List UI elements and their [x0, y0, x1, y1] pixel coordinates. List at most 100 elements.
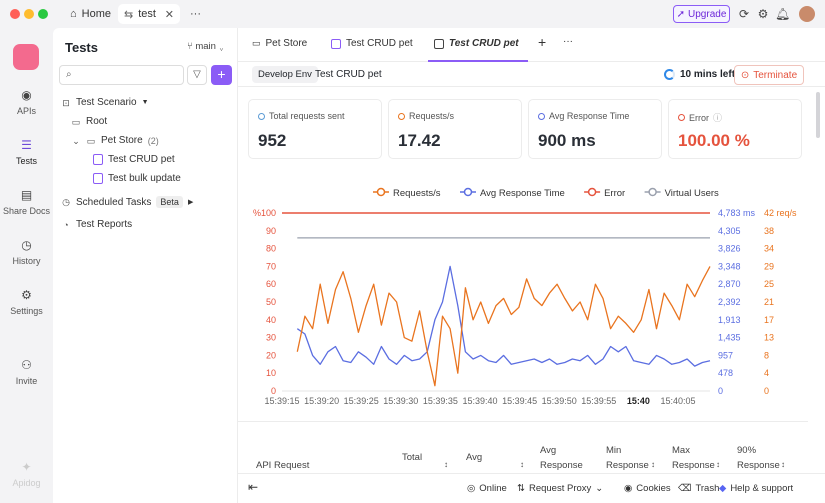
project-tab-label: test [138, 8, 156, 20]
nav-history[interactable]: ◷ History [12, 238, 41, 266]
more-tabs-button[interactable]: ··· [563, 36, 573, 47]
tab-bar: ▭ Pet Store Test CRUD pet Test CRUD pet … [238, 28, 825, 62]
active-tab-indicator [428, 60, 528, 62]
rps-axis-tick: 21 [764, 297, 774, 307]
more-icon: ··· [190, 8, 201, 20]
help-support-button[interactable]: ◆ Help & support [719, 483, 794, 494]
col-avg[interactable]: Avg [466, 452, 483, 463]
close-window-button[interactable] [10, 9, 20, 19]
collapse-sidebar-icon[interactable]: ⇤ [248, 480, 259, 494]
avatar[interactable] [799, 6, 815, 22]
invite-icon: ⚇ [21, 358, 32, 372]
rps-axis-tick: 42 req/s [764, 208, 797, 218]
upgrade-label: Upgrade [688, 8, 727, 20]
stat-value: 17.42 [398, 131, 441, 150]
tree-item-test-crud[interactable]: Test CRUD pet [93, 154, 175, 165]
sort-icon[interactable]: ↕ [651, 460, 655, 469]
col-avg-response[interactable]: Avg [540, 445, 557, 456]
maximize-window-button[interactable] [38, 9, 48, 19]
folder-icon: ▭ [71, 116, 81, 127]
tree-folder-pet-store[interactable]: ⌄ ▭ Pet Store (2) [72, 135, 159, 146]
tests-icon: ☰ [21, 138, 32, 152]
search-input[interactable]: ⌕ [59, 65, 184, 85]
ms-axis-tick: 478 [718, 368, 733, 378]
stat-card-avg-response: Avg Response Time 900 ms [528, 99, 662, 159]
left-axis-tick: 100 [261, 208, 276, 218]
help-icon: ◆ [719, 483, 727, 494]
filter-button[interactable]: ▽ [187, 65, 207, 85]
results-table-header: API Request Total ↕ Avg ↕ Avg Response M… [238, 421, 808, 473]
col-90-response[interactable]: 90% [737, 445, 757, 456]
project-tab[interactable]: ⇆ test ✕ [118, 4, 180, 24]
rps-axis-tick: 8 [764, 350, 769, 360]
sort-icon[interactable]: ↕ [716, 460, 720, 469]
load-test-chart: Requests/s Avg Response Time Error Virtual … [238, 178, 825, 418]
request-proxy-button[interactable]: ⇅ Request Proxy ⌄ [517, 483, 604, 494]
left-axis-unit: % [253, 208, 261, 218]
beta-badge: Beta [156, 196, 183, 208]
rps-axis-tick: 13 [764, 333, 774, 343]
report-icon: ◔ [63, 219, 69, 230]
status-bar: ⇤ ◎ Online ⇅ Request Proxy ⌄ ◉ Cookies ⌫… [238, 473, 825, 503]
minimize-window-button[interactable] [24, 9, 34, 19]
nav-apis[interactable]: ◉ APIs [16, 88, 36, 116]
sort-icon[interactable]: ↕ [781, 460, 785, 469]
ms-axis-tick: 2,392 [718, 297, 741, 307]
series-requests-line [296, 266, 711, 387]
upgrade-button[interactable]: ➚ Upgrade [673, 5, 730, 23]
more-tabs-button[interactable]: ··· [184, 4, 207, 24]
scenario-icon: ⊡ [62, 97, 70, 108]
sidebar-title: Tests [65, 40, 98, 55]
sync-icon[interactable]: ⟳ [738, 7, 750, 21]
tree-root[interactable]: ▭ Root [71, 116, 108, 127]
project-logo-icon[interactable] [13, 44, 39, 70]
sort-icon[interactable]: ↕ [444, 460, 448, 469]
tree-test-scenario[interactable]: ⊡ Test Scenario ▼ [62, 97, 149, 108]
x-axis-tick: 15:40:05 [660, 396, 695, 406]
col-min-response[interactable]: Min [606, 445, 622, 456]
x-axis-tick: 15:39:50 [542, 396, 577, 406]
col-max-response[interactable]: Max [672, 445, 690, 456]
ms-axis-tick: 3,826 [718, 244, 741, 254]
left-axis-tick: 80 [266, 244, 276, 254]
online-status[interactable]: ◎ Online [467, 483, 507, 494]
tab-test-crud-active[interactable]: Test CRUD pet [434, 38, 519, 49]
col-api-request[interactable]: API Request [256, 460, 310, 471]
trash-button[interactable]: ⌫ Trash [678, 483, 720, 494]
scrollbar[interactable] [816, 92, 820, 138]
gear-icon[interactable]: ⚙ [757, 7, 769, 21]
close-tab-icon[interactable]: ✕ [164, 8, 174, 21]
time-left: 10 mins left [680, 69, 736, 80]
stat-value-error: 100.00 % [678, 131, 750, 150]
tree-scheduled-tasks[interactable]: ◷ Scheduled Tasks Beta ▶ [62, 196, 194, 208]
sort-icon[interactable]: ↕ [520, 460, 524, 469]
environment-chip[interactable]: Develop Env [252, 66, 318, 83]
bell-icon[interactable]: 🔔︎ [775, 7, 791, 21]
folder-icon: ▭ [252, 38, 261, 48]
tab-pet-store[interactable]: ▭ Pet Store [252, 38, 308, 49]
add-button[interactable]: + [211, 65, 232, 85]
tab-test-crud-1[interactable]: Test CRUD pet [331, 38, 413, 49]
nav-settings[interactable]: ⚙ Settings [10, 288, 43, 316]
terminate-button[interactable]: ⊙ Terminate [734, 65, 804, 85]
tree-item-test-bulk[interactable]: Test bulk update [93, 173, 181, 184]
x-axis-tick: 15:39:45 [502, 396, 537, 406]
cookies-button[interactable]: ◉ Cookies [624, 483, 671, 494]
legend-marker [587, 187, 597, 197]
nav-tests[interactable]: ☰ Tests [15, 138, 37, 166]
ms-axis-tick: 1,913 [718, 315, 741, 325]
home-tab[interactable]: ⌂ Home [64, 4, 117, 24]
brand-logo: ✦ Apidog [12, 460, 41, 488]
add-tab-button[interactable]: + [538, 34, 547, 50]
chevron-down-icon: ⌄ [218, 41, 225, 52]
x-axis-tick: 15:39:40 [462, 396, 497, 406]
info-icon[interactable]: ⓘ [713, 113, 723, 123]
x-axis-tick: 15:39:35 [423, 396, 458, 406]
col-total[interactable]: Total [402, 452, 423, 463]
nav-invite[interactable]: ⚇ Invite [15, 358, 38, 386]
stat-value: 952 [258, 131, 287, 150]
nav-share-docs[interactable]: ▤ Share Docs [2, 188, 51, 216]
branch-selector[interactable]: ⑂ main ⌄ [187, 41, 225, 52]
branch-icon: ⑂ [187, 41, 193, 52]
tree-test-reports[interactable]: ◔ Test Reports [61, 219, 132, 230]
